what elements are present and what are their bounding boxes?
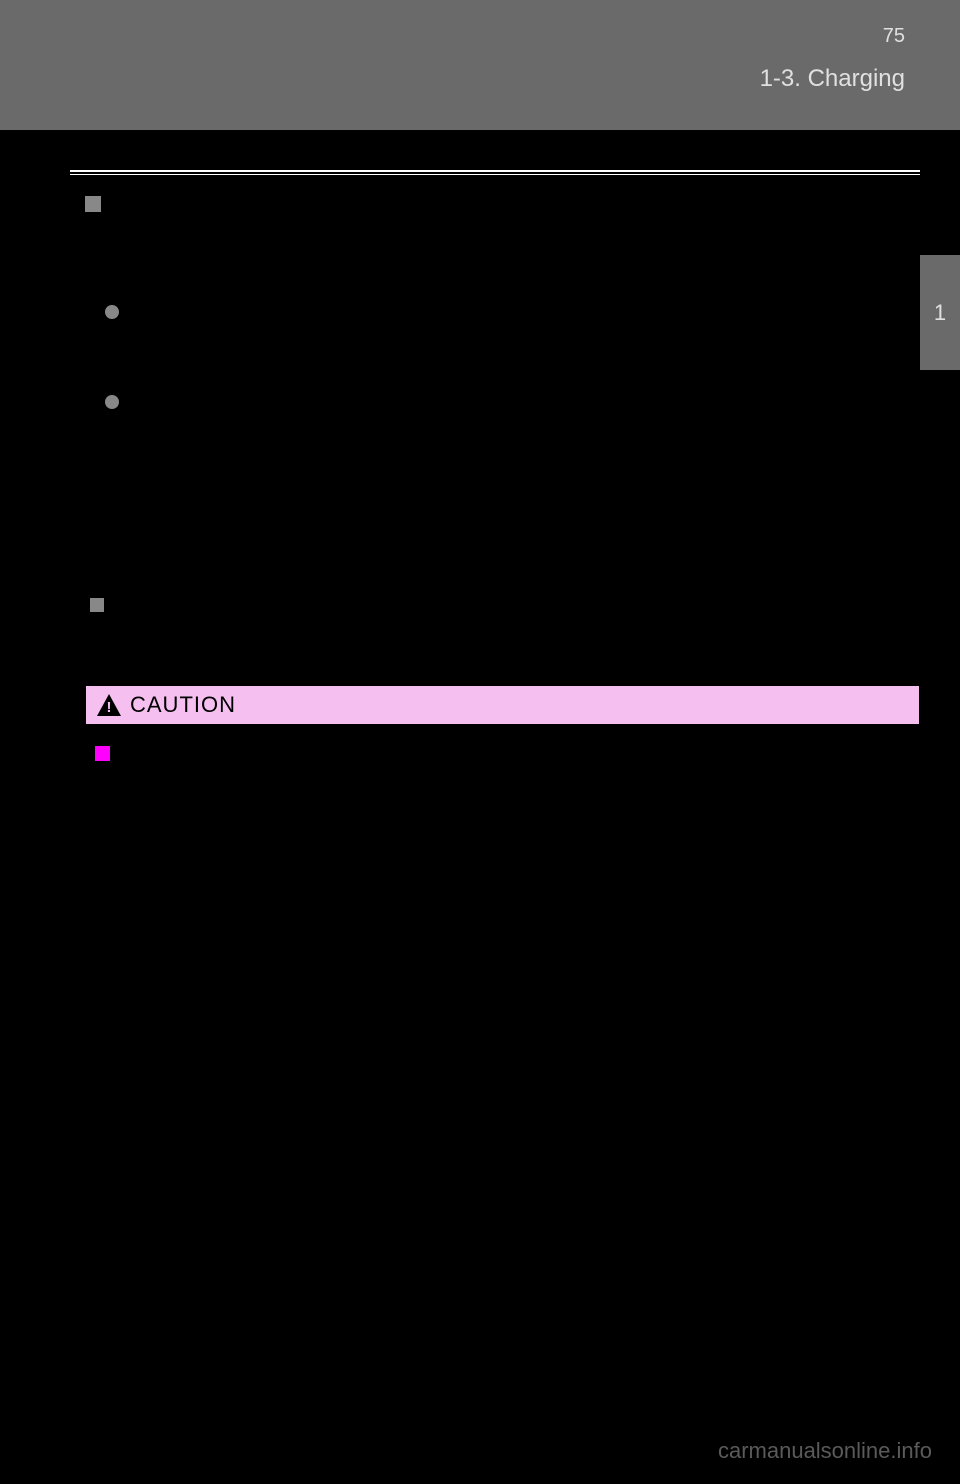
svg-text:!: ! xyxy=(107,699,112,716)
chapter-number: 1 xyxy=(934,300,946,326)
chapter-tab: 1 xyxy=(920,255,960,370)
square-bullet-icon xyxy=(85,196,101,212)
circle-bullet-icon xyxy=(105,305,119,319)
square-bullet-icon xyxy=(90,598,104,612)
caution-content xyxy=(95,745,118,763)
page-number: 75 xyxy=(883,25,905,48)
magenta-square-bullet-icon xyxy=(95,746,110,761)
page-header: 75 1-3. Charging xyxy=(0,0,960,130)
horizontal-rule xyxy=(70,170,920,175)
section-title: 1-3. Charging xyxy=(760,65,905,93)
watermark-text: carmanualsonline.info xyxy=(718,1438,932,1464)
caution-header: ! CAUTION xyxy=(85,685,920,725)
page-content xyxy=(70,195,910,614)
warning-triangle-icon: ! xyxy=(96,693,122,717)
circle-bullet-icon xyxy=(105,395,119,409)
caution-label: CAUTION xyxy=(130,692,236,718)
